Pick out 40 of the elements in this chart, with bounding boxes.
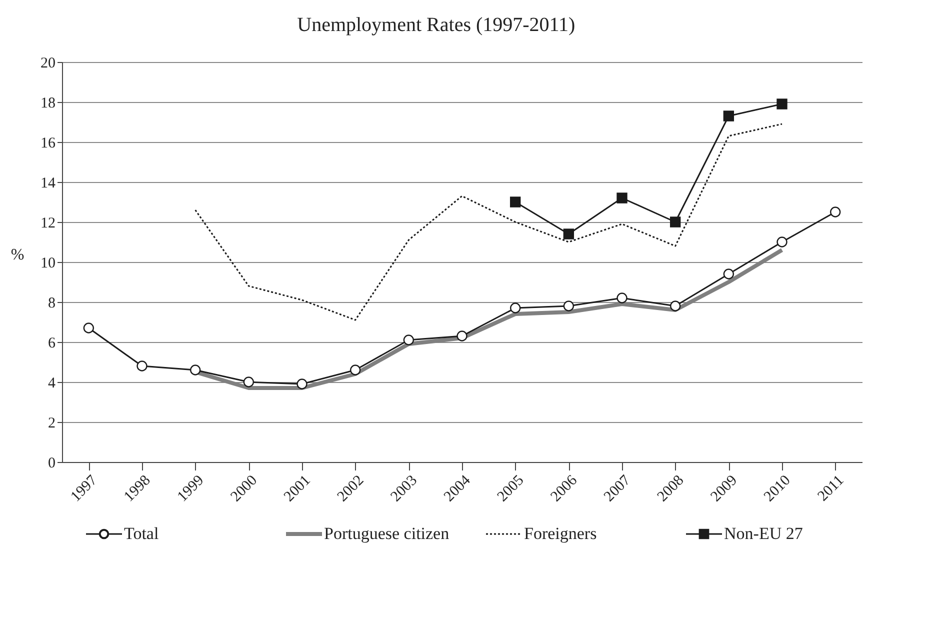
point [830, 206, 841, 218]
point [563, 228, 574, 240]
y-tick-label: 16 [40, 136, 56, 152]
point [670, 216, 681, 228]
point [723, 110, 734, 122]
x-tick-label: 2011 [815, 472, 848, 505]
point [670, 300, 681, 312]
y-tick-label: 4 [48, 376, 56, 392]
y-tick-label: 20 [40, 56, 56, 72]
line-series [194, 123, 783, 321]
point [616, 292, 628, 304]
y-axis-title: % [10, 246, 24, 264]
point [136, 360, 148, 372]
point [190, 364, 201, 376]
point [510, 196, 521, 208]
legend-label: Non-EU 27 [724, 524, 804, 543]
legend-label: Total [124, 524, 159, 543]
y-tick-label: 12 [40, 216, 56, 232]
point [456, 330, 468, 342]
y-tick-label: 14 [40, 176, 56, 192]
point [350, 364, 361, 376]
legend-label: Portuguese citizen [324, 524, 450, 543]
point [723, 268, 734, 280]
point [83, 322, 94, 334]
y-tick-label: 2 [48, 416, 56, 432]
legend-label: Foreigners [524, 524, 597, 543]
y-tick-label: 18 [40, 96, 56, 112]
point [243, 376, 254, 388]
point [563, 300, 574, 312]
y-tick-label: 10 [40, 256, 56, 272]
point [776, 236, 788, 248]
point [616, 192, 628, 204]
point [510, 302, 521, 314]
point [296, 378, 308, 390]
y-tick-label: 0 [48, 456, 56, 472]
point [776, 98, 788, 110]
chart-title: Unemployment Rates (1997-2011) [297, 14, 576, 36]
y-tick-label: 6 [48, 336, 56, 352]
y-tick-label: 8 [48, 296, 56, 312]
point [403, 334, 414, 346]
